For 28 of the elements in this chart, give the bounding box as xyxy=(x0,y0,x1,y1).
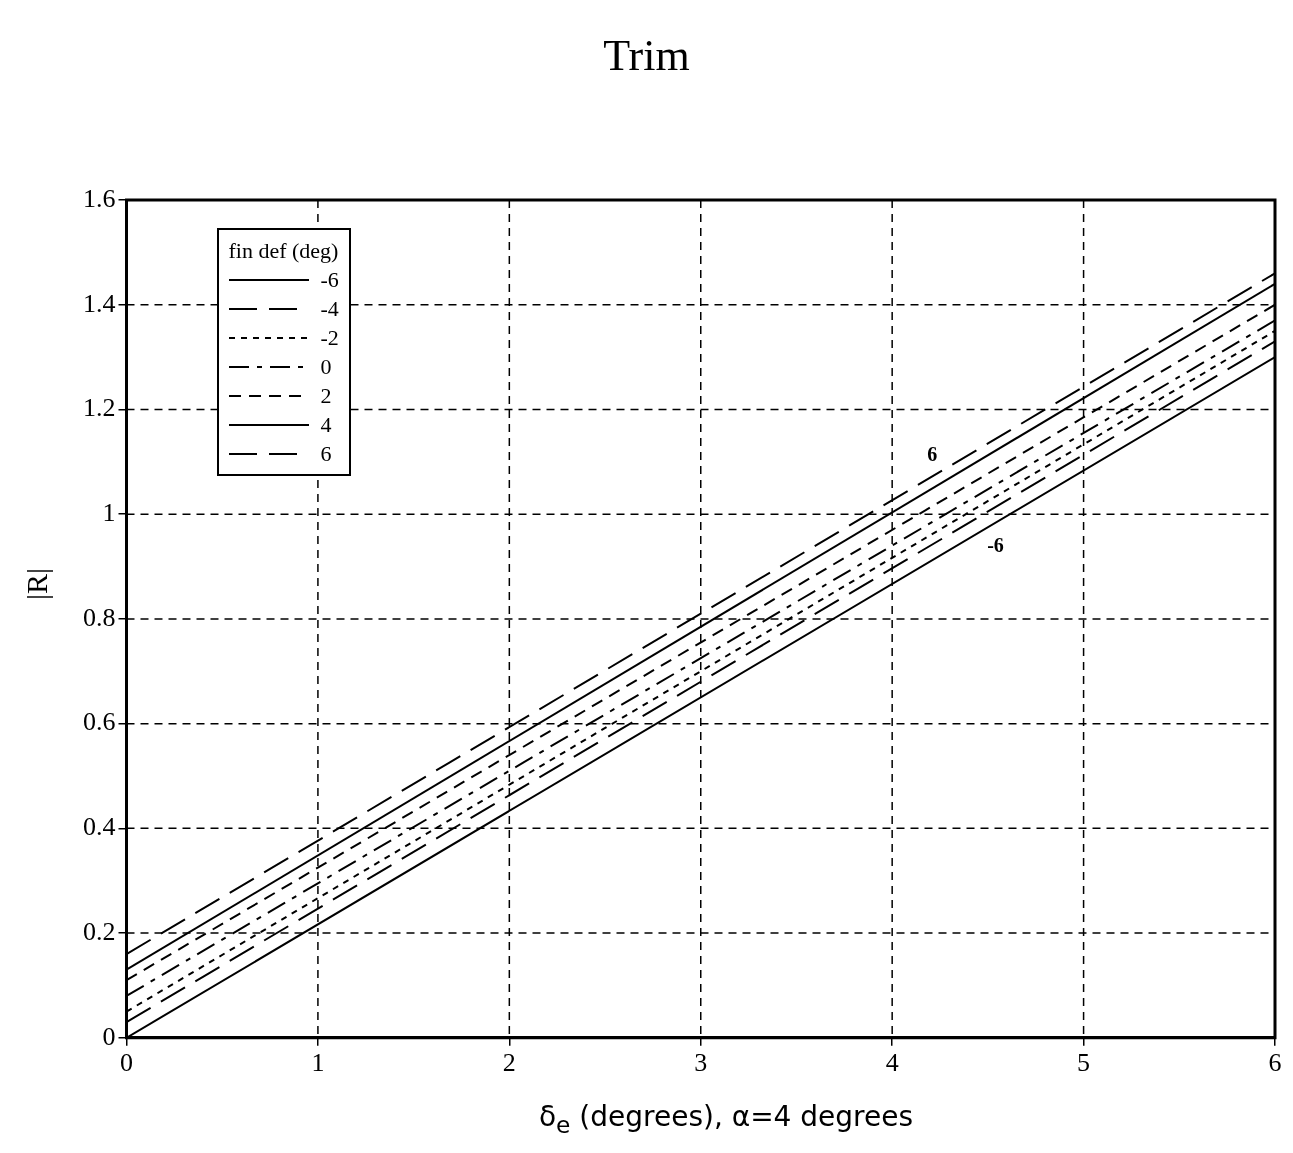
x-tick-label: 5 xyxy=(1077,1048,1091,1078)
annotation: -6 xyxy=(987,533,1004,556)
annotation: 6 xyxy=(927,442,938,465)
x-tick-label: 2 xyxy=(502,1048,516,1078)
x-axis-title: δ$_{e}$ (degrees), α=4 degrees xyxy=(537,1100,915,1139)
legend-label: 2 xyxy=(320,382,332,409)
y-tick-label: 0.4 xyxy=(83,812,116,842)
y-tick-label: 0 xyxy=(102,1021,116,1051)
legend-label: -2 xyxy=(320,324,339,351)
y-tick-label: 1.6 xyxy=(83,183,116,213)
legend-label: -4 xyxy=(320,295,339,322)
legend-label: 6 xyxy=(320,440,332,467)
x-tick-label: 1 xyxy=(311,1048,325,1078)
legend-label: -6 xyxy=(320,266,339,293)
y-tick-label: 0.8 xyxy=(83,602,116,632)
y-tick-label: 1 xyxy=(102,498,116,527)
legend-label: 0 xyxy=(320,353,332,380)
y-tick-label: 0.6 xyxy=(83,707,116,737)
x-tick-label: 6 xyxy=(1268,1048,1282,1078)
y-tick-label: 1.2 xyxy=(83,393,116,423)
x-tick-label: 4 xyxy=(885,1048,899,1078)
legend-label: 4 xyxy=(320,411,332,438)
y-tick-label: 1.4 xyxy=(83,288,116,318)
y-tick-label: 0.2 xyxy=(83,916,116,946)
y-axis-title: |R| xyxy=(20,567,54,600)
chart-title: Trim xyxy=(602,30,691,81)
legend-title: fin def (deg) xyxy=(228,236,339,265)
x-tick-label: 3 xyxy=(694,1048,708,1078)
